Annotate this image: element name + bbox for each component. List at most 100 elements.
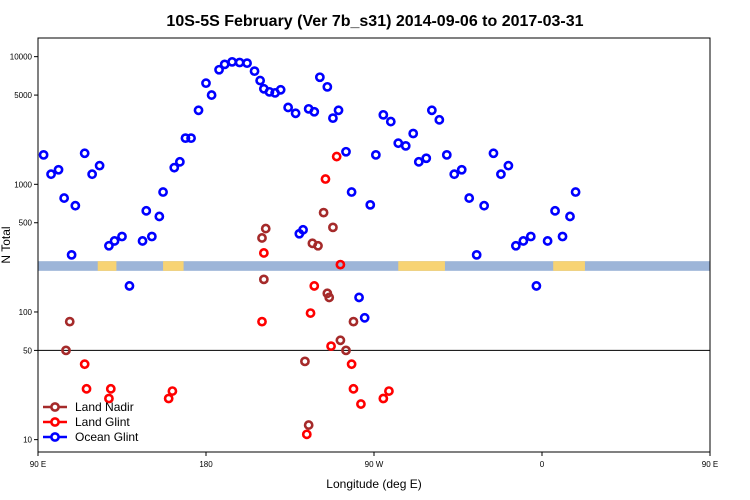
data-point: [503, 160, 514, 171]
y-axis-label: N Total: [0, 226, 13, 263]
x-axis-label: Longitude (deg E): [326, 477, 421, 491]
map-land: [97, 261, 117, 271]
data-point: [318, 207, 329, 218]
data-point: [565, 211, 575, 222]
data-point: [456, 164, 467, 175]
plot-area: 10 50 100 500 1000 5000 10000 90 E 180 90 W 0 90 E: [10, 37, 718, 469]
data-point: [94, 160, 105, 171]
data-point: [313, 240, 323, 251]
data-point: [525, 231, 536, 242]
chart-title: 10S-5S February (Ver 7b_s31) 2014-09-06 …: [166, 13, 583, 30]
data-point: [283, 102, 294, 113]
data-point: [141, 205, 152, 216]
data-point: [242, 58, 252, 69]
data-point: [335, 259, 346, 270]
data-point: [105, 383, 116, 394]
data-point: [370, 149, 381, 160]
data-point: [158, 187, 168, 197]
series-land-nadir: [61, 207, 359, 430]
data-point: [275, 84, 286, 95]
data-point: [348, 383, 359, 394]
data-point: [320, 174, 331, 184]
data-point: [426, 105, 437, 116]
legend-marker: [50, 402, 60, 412]
x-tick-label: 90 W: [365, 460, 384, 469]
data-point: [341, 345, 351, 356]
legend-marker: [50, 432, 60, 442]
data-point: [227, 56, 238, 67]
data-point: [570, 187, 581, 197]
map-land: [553, 261, 585, 271]
series-land-glint: [79, 151, 394, 440]
map-land: [163, 261, 184, 271]
data-point: [510, 240, 521, 251]
data-point: [206, 90, 217, 100]
data-point: [303, 420, 314, 430]
data-point: [53, 164, 64, 175]
data-point: [234, 57, 245, 68]
data-point: [163, 393, 174, 404]
data-point: [174, 156, 185, 167]
data-point: [104, 393, 114, 404]
data-point: [258, 274, 269, 285]
data-point: [471, 249, 482, 260]
y-tick-label: 500: [19, 219, 33, 228]
data-point: [393, 138, 404, 149]
data-point: [180, 133, 191, 144]
data-point: [38, 149, 49, 160]
y-tick-label: 10: [23, 436, 32, 445]
data-point: [64, 316, 75, 327]
data-point: [328, 222, 338, 233]
data-point: [79, 148, 90, 159]
data-point: [346, 187, 357, 197]
data-point: [87, 169, 98, 180]
plot-frame: [37, 37, 711, 453]
x-tick-label: 90 E: [702, 460, 718, 469]
legend-label: Ocean Glint: [75, 430, 139, 444]
data-point: [322, 81, 333, 92]
data-point: [413, 156, 424, 167]
data-point: [193, 105, 204, 116]
data-point: [260, 223, 271, 234]
data-point: [518, 236, 529, 246]
data-point: [328, 113, 338, 124]
data-point: [309, 281, 320, 291]
data-point: [137, 236, 148, 246]
data-point: [46, 169, 56, 180]
y-tick-label: 5000: [14, 91, 32, 100]
data-point: [264, 86, 275, 97]
data-point: [249, 66, 260, 77]
series-ocean-glint: [38, 56, 581, 323]
data-point: [335, 335, 346, 346]
data-point: [61, 345, 71, 356]
data-point: [384, 386, 394, 396]
data-point: [255, 75, 266, 86]
x-tick-label: 0: [540, 460, 545, 469]
data-point: [354, 292, 364, 303]
legend-marker: [50, 417, 60, 427]
data-point: [309, 106, 320, 117]
data-point: [214, 64, 224, 75]
data-point: [464, 193, 475, 203]
data-point: [305, 308, 316, 318]
data-point: [109, 236, 120, 246]
data-point: [301, 429, 312, 440]
data-point: [124, 281, 135, 291]
data-point: [59, 193, 70, 203]
data-point: [331, 151, 342, 162]
data-point: [169, 162, 180, 173]
data-point: [298, 224, 308, 235]
data-point: [365, 199, 376, 210]
data-point: [488, 148, 499, 159]
data-point: [359, 312, 370, 323]
data-point: [257, 316, 267, 327]
data-point: [385, 116, 396, 127]
data-point: [449, 169, 460, 180]
data-point: [290, 108, 301, 119]
data-point: [441, 149, 452, 160]
data-point: [531, 281, 542, 291]
x-tick-label: 180: [199, 460, 213, 469]
data-point: [104, 240, 114, 251]
